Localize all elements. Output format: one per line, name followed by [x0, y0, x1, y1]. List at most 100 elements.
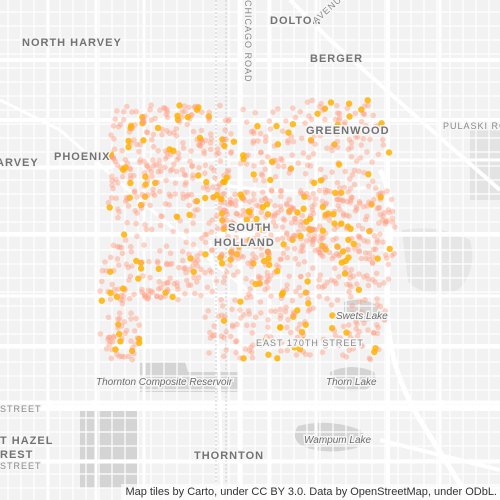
incident-point: [343, 329, 350, 336]
incident-point: [198, 266, 204, 273]
incident-point: [292, 255, 299, 262]
incident-point: [305, 296, 311, 302]
incident-point: [289, 152, 296, 158]
incident-point: [202, 314, 208, 321]
incident-point: [124, 219, 130, 226]
incident-point: [294, 209, 301, 216]
incident-point: [148, 117, 155, 123]
incident-point: [182, 108, 188, 115]
incident-point: [260, 337, 267, 345]
incident-point: [98, 297, 106, 304]
incident-point: [135, 275, 142, 282]
incident-point: [366, 250, 373, 256]
incident-point: [143, 226, 149, 233]
incident-point: [124, 160, 131, 166]
incident-point: [368, 200, 375, 207]
incident-point: [224, 217, 230, 224]
label-thornton-reservoir: Thornton Composite Reservoir: [96, 377, 233, 388]
incident-point: [157, 248, 163, 254]
incident-point: [248, 344, 254, 350]
incident-point: [367, 136, 373, 143]
incident-point: [183, 239, 190, 245]
incident-point: [341, 270, 349, 277]
incident-point: [129, 109, 135, 115]
incident-point: [338, 220, 345, 227]
incident-point: [108, 132, 114, 138]
incident-point: [317, 272, 324, 278]
incident-point: [214, 225, 221, 232]
incident-point: [258, 209, 265, 216]
incident-point: [318, 251, 324, 258]
incident-point: [220, 279, 227, 286]
incident-point: [217, 205, 223, 212]
incident-point: [132, 328, 138, 334]
incident-point: [143, 162, 150, 168]
incident-point: [216, 181, 223, 187]
incident-point: [201, 150, 207, 157]
incident-point: [334, 297, 341, 303]
incident-point: [251, 235, 257, 242]
incident-point: [148, 168, 155, 175]
incident-point: [384, 188, 390, 194]
incident-point: [202, 269, 208, 276]
incident-point: [310, 226, 316, 232]
incident-point: [362, 297, 368, 303]
incident-point: [295, 261, 302, 268]
incident-point: [268, 188, 275, 194]
incident-point: [128, 243, 134, 250]
incident-point: [148, 173, 155, 180]
incident-point: [142, 292, 148, 299]
incident-point: [230, 220, 237, 227]
incident-point: [163, 177, 169, 184]
incident-point: [303, 218, 310, 225]
incident-point: [363, 255, 369, 262]
incident-point: [322, 201, 329, 208]
incident-point: [284, 254, 291, 261]
incident-point: [300, 332, 307, 338]
incident-point: [380, 213, 386, 219]
incident-point: [357, 200, 363, 207]
incident-point: [309, 207, 316, 213]
incident-point: [306, 232, 312, 238]
incident-point: [354, 281, 360, 288]
incident-point: [383, 252, 389, 258]
incident-point: [256, 275, 262, 281]
incident-point: [258, 342, 265, 349]
incident-point: [242, 238, 249, 244]
incident-point: [265, 154, 271, 160]
incident-point: [352, 110, 359, 117]
incident-point: [140, 137, 147, 144]
incident-point: [114, 162, 121, 168]
incident-point: [262, 138, 269, 144]
incident-point: [189, 163, 196, 169]
incident-point: [337, 335, 343, 341]
incident-point: [339, 198, 346, 204]
incident-point: [298, 135, 305, 142]
incident-point: [116, 330, 123, 338]
label-street-left: STREET: [0, 404, 42, 414]
incident-point: [213, 213, 220, 219]
incident-point: [102, 259, 108, 265]
incident-point: [181, 171, 188, 178]
incident-point: [136, 339, 143, 346]
incident-point: [157, 188, 163, 195]
incident-point: [210, 333, 216, 339]
incident-point: [159, 213, 165, 220]
incident-point: [166, 202, 172, 208]
incident-point: [268, 308, 274, 314]
incident-point: [262, 166, 268, 172]
incident-point: [296, 284, 303, 291]
incident-point: [365, 171, 372, 178]
incident-point: [345, 247, 352, 253]
incident-point: [309, 127, 315, 134]
incident-point: [172, 191, 179, 197]
incident-point: [141, 193, 149, 200]
incident-point: [164, 261, 170, 268]
incident-point: [234, 242, 241, 248]
incident-point: [301, 259, 308, 265]
incident-point: [374, 255, 381, 262]
incident-point: [125, 264, 131, 271]
incident-point: [200, 185, 207, 191]
incident-point: [300, 242, 306, 249]
